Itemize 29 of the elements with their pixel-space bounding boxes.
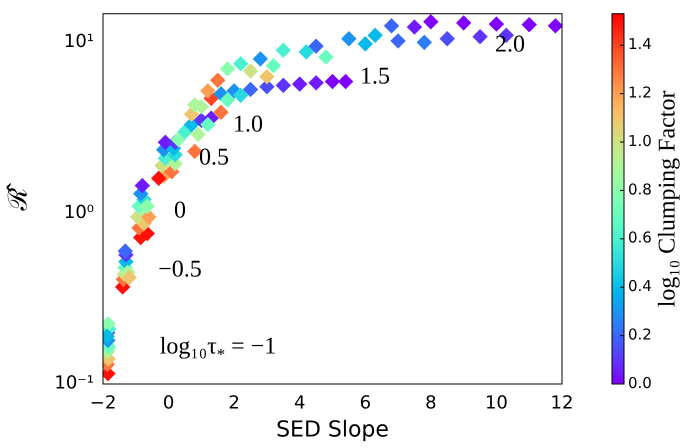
x-tick-label: 12 [550,392,574,414]
x-tick-label: 6 [360,392,372,414]
color-bar-title: log₁₀ Clumping Factor [654,90,680,308]
annotation: 0 [174,197,186,224]
x-tick-label: 0 [162,392,174,414]
x-tick-label: 8 [425,392,437,414]
x-tick-label: 10 [484,392,508,414]
y-tick-label: 10¹ [64,31,94,52]
x-tick-label: 2 [228,392,240,414]
color-bar-label: 1.2 [628,84,652,102]
annotation: 1.5 [360,63,390,90]
annotation: 2.0 [495,31,525,58]
x-tick-label: 4 [294,392,306,414]
color-bar-label: 0.2 [628,326,652,344]
color-bar-label: 0.6 [628,228,652,247]
y-tick-label: 10⁰ [64,202,94,223]
annotation: log₁₀τ* = −1 [160,333,276,364]
y-axis-title: ℛ̂ [3,182,34,212]
color-bar-label: 1.4 [628,35,652,54]
annotation: 0.5 [199,144,229,170]
color-bar-label: 0.4 [628,277,652,296]
y-tick-label: 10⁻¹ [54,372,94,394]
color-bar-label: 1.0 [628,132,652,150]
x-tick-label: −2 [90,392,116,414]
color-bar-label: 0.0 [628,374,652,392]
x-axis-title: SED Slope [276,418,389,443]
color-bar-label: 0.8 [628,180,652,198]
annotation: 1.0 [233,111,263,138]
annotation: −0.5 [158,256,202,282]
